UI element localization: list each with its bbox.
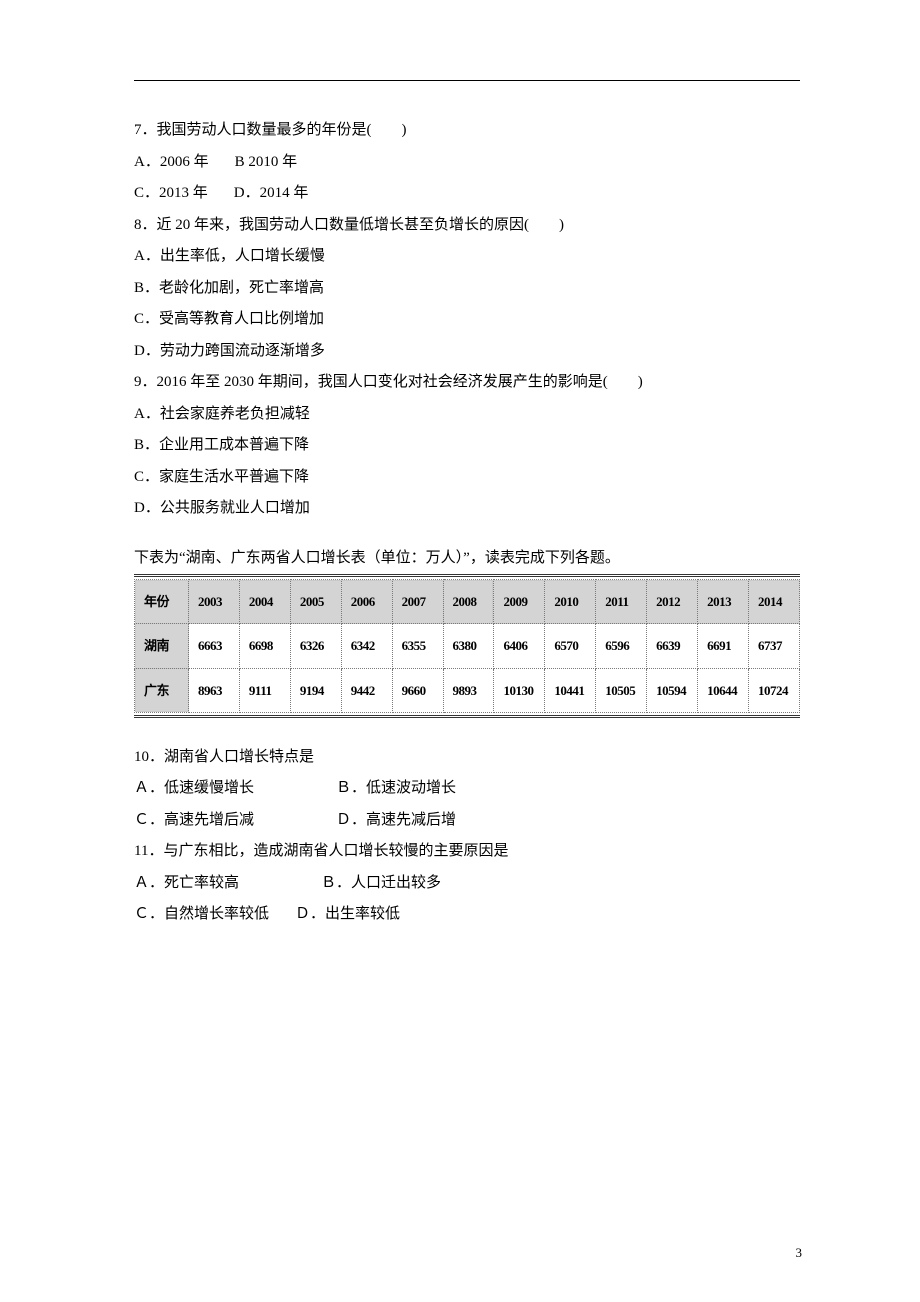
cell: 9194: [290, 668, 341, 712]
cell: 9660: [392, 668, 443, 712]
q8-optA: A．出生率低，人口增长缓慢: [134, 241, 800, 273]
col-header: 2005: [290, 580, 341, 624]
col-header: 2007: [392, 580, 443, 624]
cell: 6698: [239, 624, 290, 668]
table-row: 广东 8963 9111 9194 9442 9660 9893 10130 1…: [135, 668, 800, 712]
q10-optA: Ａ．低速缓慢增长: [134, 780, 254, 796]
cell: 10594: [647, 668, 698, 712]
col-header: 2014: [748, 580, 799, 624]
q10-optB: Ｂ．低速波动增长: [336, 780, 456, 796]
cell: 6596: [596, 624, 647, 668]
cell: 10644: [698, 668, 749, 712]
q10-optC: Ｃ．高速先增后减: [134, 812, 254, 828]
cell: 9893: [443, 668, 494, 712]
cell: 10130: [494, 668, 545, 712]
cell: 10724: [748, 668, 799, 712]
q11-optB: Ｂ．人口迁出较多: [321, 875, 441, 891]
population-table: 年份 2003 2004 2005 2006 2007 2008 2009 20…: [134, 579, 800, 713]
q9-optB: B．企业用工成本普遍下降: [134, 430, 800, 462]
q7-optB: B 2010 年: [235, 154, 298, 170]
q10-options-row1: Ａ．低速缓慢增长 Ｂ．低速波动增长: [134, 773, 800, 805]
q8-optB: B．老龄化加剧，死亡率增高: [134, 273, 800, 305]
cell: 6737: [748, 624, 799, 668]
col-header: 2013: [698, 580, 749, 624]
top-rule: [134, 80, 800, 81]
col-header: 2004: [239, 580, 290, 624]
q11-options-row1: Ａ．死亡率较高 Ｂ．人口迁出较多: [134, 868, 800, 900]
q11-optC: Ｃ．自然增长率较低: [134, 906, 269, 922]
q11-optA: Ａ．死亡率较高: [134, 875, 239, 891]
q7-optA: A．2006 年: [134, 154, 209, 170]
row-label: 湖南: [135, 624, 189, 668]
row-label: 广东: [135, 668, 189, 712]
cell: 6570: [545, 624, 596, 668]
cell: 6342: [341, 624, 392, 668]
page-root: 7．我国劳动人口数量最多的年份是( ) A．2006 年 B 2010 年 C．2…: [0, 0, 920, 1302]
q9-stem: 9．2016 年至 2030 年期间，我国人口变化对社会经济发展产生的影响是( …: [134, 367, 800, 399]
q11-options-row2: Ｃ．自然增长率较低 Ｄ．出生率较低: [134, 899, 800, 931]
cell: 6326: [290, 624, 341, 668]
table-row: 湖南 6663 6698 6326 6342 6355 6380 6406 65…: [135, 624, 800, 668]
q7-optC: C．2013 年: [134, 185, 208, 201]
q8-stem: 8．近 20 年来，我国劳动人口数量低增长甚至负增长的原因( ): [134, 210, 800, 242]
q7-options-row1: A．2006 年 B 2010 年: [134, 147, 800, 179]
col-header: 2011: [596, 580, 647, 624]
q9-optA: A．社会家庭养老负担减轻: [134, 399, 800, 431]
q10-options-row2: Ｃ．高速先增后减 Ｄ．高速先减后增: [134, 805, 800, 837]
col-header: 2009: [494, 580, 545, 624]
col-header: 年份: [135, 580, 189, 624]
cell: 10505: [596, 668, 647, 712]
q7-options-row2: C．2013 年 D．2014 年: [134, 178, 800, 210]
col-header: 2012: [647, 580, 698, 624]
cell: 6406: [494, 624, 545, 668]
cell: 10441: [545, 668, 596, 712]
q10-optD: Ｄ．高速先减后增: [336, 812, 456, 828]
q9-optD: D．公共服务就业人口增加: [134, 493, 800, 525]
cell: 6691: [698, 624, 749, 668]
cell: 9111: [239, 668, 290, 712]
cell: 6639: [647, 624, 698, 668]
col-header: 2003: [189, 580, 240, 624]
cell: 6663: [189, 624, 240, 668]
q7-stem: 7．我国劳动人口数量最多的年份是( ): [134, 115, 800, 147]
col-header: 2006: [341, 580, 392, 624]
table-row: 年份 2003 2004 2005 2006 2007 2008 2009 20…: [135, 580, 800, 624]
q10-stem: 10．湖南省人口增长特点是: [134, 742, 800, 774]
q8-optD: D．劳动力跨国流动逐渐增多: [134, 336, 800, 368]
q8-optC: C．受高等教育人口比例增加: [134, 304, 800, 336]
q9-optC: C．家庭生活水平普遍下降: [134, 462, 800, 494]
cell: 6380: [443, 624, 494, 668]
table-intro: 下表为“湖南、广东两省人口增长表（单位：万人）”，读表完成下列各题。: [134, 543, 800, 575]
q7-optD: D．2014 年: [234, 185, 309, 201]
cell: 8963: [189, 668, 240, 712]
q11-stem: 11．与广东相比，造成湖南省人口增长较慢的主要原因是: [134, 836, 800, 868]
cell: 9442: [341, 668, 392, 712]
cell: 6355: [392, 624, 443, 668]
q11-optD: Ｄ．出生率较低: [295, 906, 400, 922]
page-number: 3: [796, 1239, 803, 1266]
col-header: 2008: [443, 580, 494, 624]
pop-table-wrapper: 年份 2003 2004 2005 2006 2007 2008 2009 20…: [134, 574, 800, 718]
col-header: 2010: [545, 580, 596, 624]
